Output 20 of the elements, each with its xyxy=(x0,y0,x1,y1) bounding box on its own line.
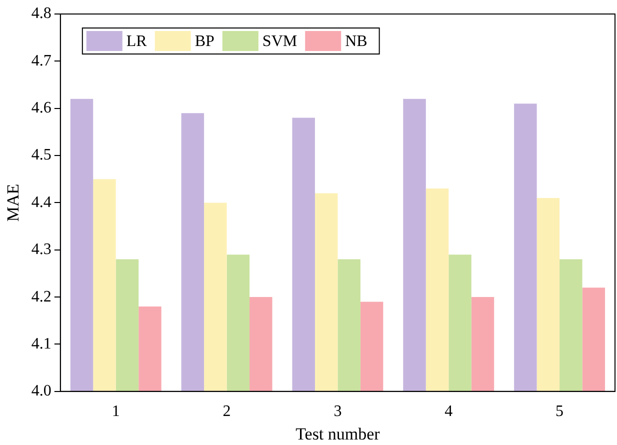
x-tick-label: 2 xyxy=(222,403,231,420)
y-tick-label: 4.7 xyxy=(31,52,52,70)
x-tick-label: 1 xyxy=(112,403,120,420)
legend-label: NB xyxy=(345,33,368,50)
y-tick-label: 4.4 xyxy=(31,194,52,211)
y-tick-label: 4.1 xyxy=(31,335,52,352)
y-tick-label: 4.8 xyxy=(31,5,52,22)
x-tick-label: 5 xyxy=(556,403,564,420)
legend-label: LR xyxy=(126,33,148,50)
y-tick-label: 4.3 xyxy=(31,241,52,258)
y-tick-label: 4.0 xyxy=(31,382,52,400)
x-tick-label: 3 xyxy=(334,403,342,420)
legend-label: BP xyxy=(194,33,215,50)
x-axis-title: Test number xyxy=(296,424,380,444)
x-tick-label: 4 xyxy=(444,403,453,420)
y-tick-label: 4.5 xyxy=(31,146,52,164)
y-tick-label: 4.2 xyxy=(31,288,52,306)
legend-label: SVM xyxy=(262,33,298,50)
y-tick-label: 4.6 xyxy=(31,100,52,117)
y-axis-title: MAE xyxy=(4,184,23,222)
